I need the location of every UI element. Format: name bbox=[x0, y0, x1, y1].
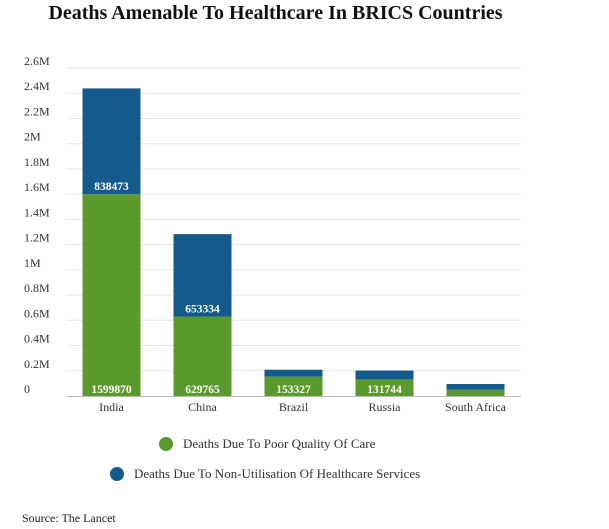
legend-item-poor-quality: Deaths Due To Poor Quality Of Care bbox=[159, 436, 375, 452]
y-tick-label: 0.4M bbox=[24, 332, 50, 346]
source-note: Source: The Lancet bbox=[22, 511, 116, 525]
legend-item-non-utilisation: Deaths Due To Non-Utilisation Of Healthc… bbox=[110, 466, 420, 482]
y-tick-label: 0.6M bbox=[24, 306, 50, 320]
gridlines bbox=[66, 67, 521, 372]
data-labels: 1599870 838473 629765 653334 153327 131744 bbox=[91, 181, 402, 396]
legend-swatch-poor-quality bbox=[159, 437, 173, 451]
y-tick-label: 2.6M bbox=[24, 54, 50, 68]
y-tick-label: 0 bbox=[24, 382, 30, 396]
legend-label-poor-quality: Deaths Due To Poor Quality Of Care bbox=[183, 436, 376, 451]
y-tick-label: 2.4M bbox=[24, 79, 50, 93]
x-tick-label: South Africa bbox=[445, 400, 507, 414]
data-label: 838473 bbox=[94, 181, 129, 193]
data-label: 629765 bbox=[185, 384, 220, 396]
y-tick-label: 1.8M bbox=[24, 155, 50, 169]
data-label: 653334 bbox=[185, 304, 220, 316]
data-label: 1599870 bbox=[91, 384, 132, 396]
y-tick-label: 2M bbox=[24, 130, 41, 144]
y-tick-label: 0.2M bbox=[24, 357, 50, 371]
x-tick-label: Russia bbox=[368, 400, 401, 414]
bar-segment-non-utilisation bbox=[173, 234, 232, 317]
x-tick-label: China bbox=[188, 400, 217, 414]
bar-segment-non-utilisation bbox=[446, 384, 505, 390]
legend-label-non-utilisation: Deaths Due To Non-Utilisation Of Healthc… bbox=[134, 466, 421, 481]
x-tick-label: India bbox=[99, 400, 124, 414]
y-tick-label: 1M bbox=[24, 256, 41, 270]
y-tick-label: 0.8M bbox=[24, 281, 50, 295]
bar-segment-non-utilisation bbox=[355, 370, 414, 380]
bar-segment-non-utilisation bbox=[82, 88, 141, 195]
y-tick-label: 1.6M bbox=[24, 180, 50, 194]
bar-segment-poor-quality bbox=[82, 194, 141, 396]
legend-swatch-non-utilisation bbox=[110, 467, 124, 481]
y-tick-label: 1.4M bbox=[24, 205, 50, 219]
bar-segment-poor-quality bbox=[264, 376, 323, 396]
bar-segment-poor-quality bbox=[446, 389, 505, 396]
bars bbox=[82, 88, 505, 396]
x-tick-label: Brazil bbox=[279, 400, 309, 414]
bar-segment-poor-quality bbox=[173, 316, 232, 396]
y-tick-label: 2.2M bbox=[24, 104, 50, 118]
y-axis-tick-labels: 0 0.2M 0.4M 0.6M 0.8M 1M 1.2M 1.4M 1.6M 1.8M 2M 2.2… bbox=[24, 54, 50, 396]
y-tick-label: 1.2M bbox=[24, 231, 50, 245]
x-axis-tick-labels: India China Brazil Russia South Africa bbox=[99, 400, 506, 414]
stacked-bar-chart: 0 0.2M 0.4M 0.6M 0.8M 1M 1.2M 1.4M 1.6M 1.8M 2M 2.2… bbox=[24, 54, 521, 414]
data-label: 131744 bbox=[367, 384, 402, 396]
bar-segment-non-utilisation bbox=[264, 369, 323, 377]
chart-title: Deaths Amenable To Healthcare In BRICS C… bbox=[48, 2, 503, 24]
data-label: 153327 bbox=[276, 384, 311, 396]
bar-segment-poor-quality bbox=[355, 379, 414, 396]
